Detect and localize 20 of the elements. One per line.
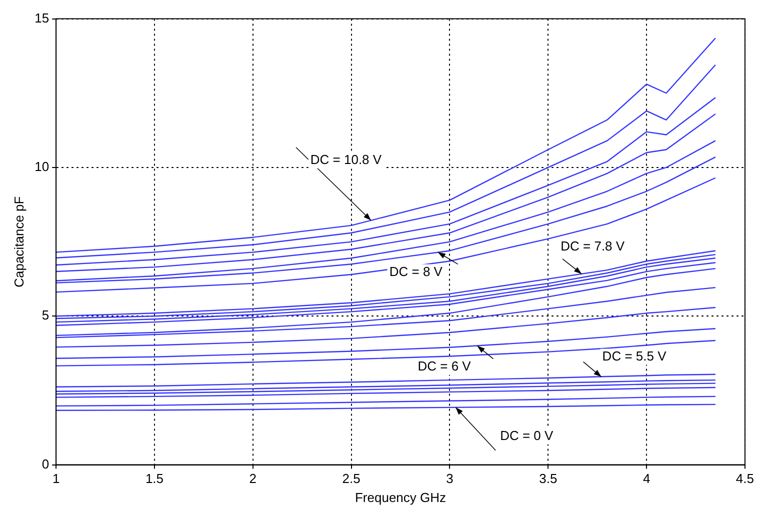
y-tick-label: 0 <box>42 456 50 472</box>
annotation: DC = 5.5 V <box>602 348 667 364</box>
x-tick-label: 1.5 <box>145 471 164 486</box>
x-tick-label: 3.5 <box>539 471 558 486</box>
annotation: DC = 6 V <box>418 358 472 374</box>
y-tick-label: 5 <box>42 308 50 323</box>
annotation: DC = 0 V <box>500 428 554 443</box>
annotation: DC = 8 V <box>389 264 443 279</box>
x-tick-label: 3 <box>446 471 454 486</box>
annotation: DC = 10.8 V <box>310 152 382 167</box>
annotation: DC = 7.8 V <box>560 238 625 254</box>
x-tick-label: 1 <box>52 471 60 486</box>
y-tick-label: 15 <box>34 10 50 26</box>
x-axis-title: Frequency GHz <box>354 490 446 505</box>
y-tick-label: 10 <box>34 159 50 174</box>
x-tick-label: 2.5 <box>342 471 360 486</box>
x-tick-label: 4.5 <box>736 471 754 486</box>
y-axis-title: Capacitance pF <box>11 196 26 288</box>
x-tick-label: 2 <box>249 471 257 486</box>
x-tick-label: 4 <box>642 471 650 486</box>
